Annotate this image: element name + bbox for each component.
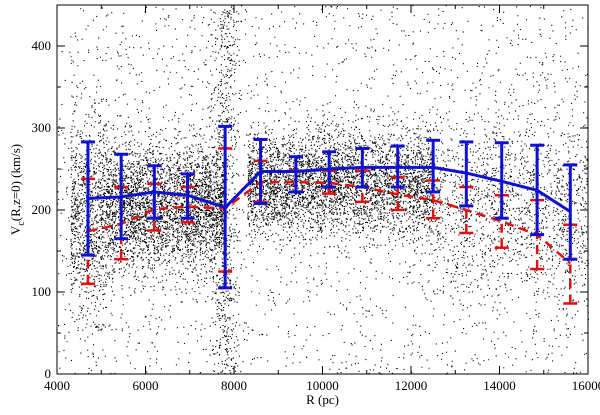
scatter-points: [57, 5, 589, 375]
x-tick-label: 12000: [395, 378, 428, 393]
x-axis-label: R (pc): [306, 392, 339, 407]
y-tick-label: 400: [32, 38, 52, 53]
x-tick-label: 14000: [483, 378, 516, 393]
y-tick-label: 200: [32, 202, 52, 217]
axis-ticks: 4000600080001000012000140001600001002003…: [32, 5, 600, 393]
x-tick-label: 10000: [306, 378, 339, 393]
plot-frame: [57, 5, 588, 374]
x-tick-label: 6000: [133, 378, 159, 393]
series-solid: [81, 126, 577, 288]
y-tick-label: 300: [32, 120, 52, 135]
y-axis-label-rest: (R,z=0) (km/s): [8, 144, 23, 221]
series-layer: [81, 126, 577, 303]
x-tick-label: 8000: [221, 378, 247, 393]
y-axis-label: Vc(R,z=0) (km/s): [8, 144, 27, 235]
y-tick-label: 100: [32, 284, 52, 299]
scatter-dots: [57, 5, 589, 375]
y-tick-label: 0: [45, 366, 52, 381]
